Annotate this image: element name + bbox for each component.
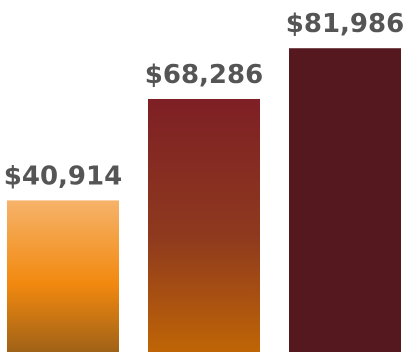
data-label-2: $68,286 [145,60,263,90]
data-label-1: $40,914 [4,161,122,191]
bar-2 [148,98,260,352]
bars-layer [7,48,401,352]
bar-3 [289,48,401,352]
data-label-3: $81,986 [286,9,404,39]
bar-1 [7,200,119,352]
data-labels-layer: $40,914 $68,286 $81,986 [4,9,404,191]
